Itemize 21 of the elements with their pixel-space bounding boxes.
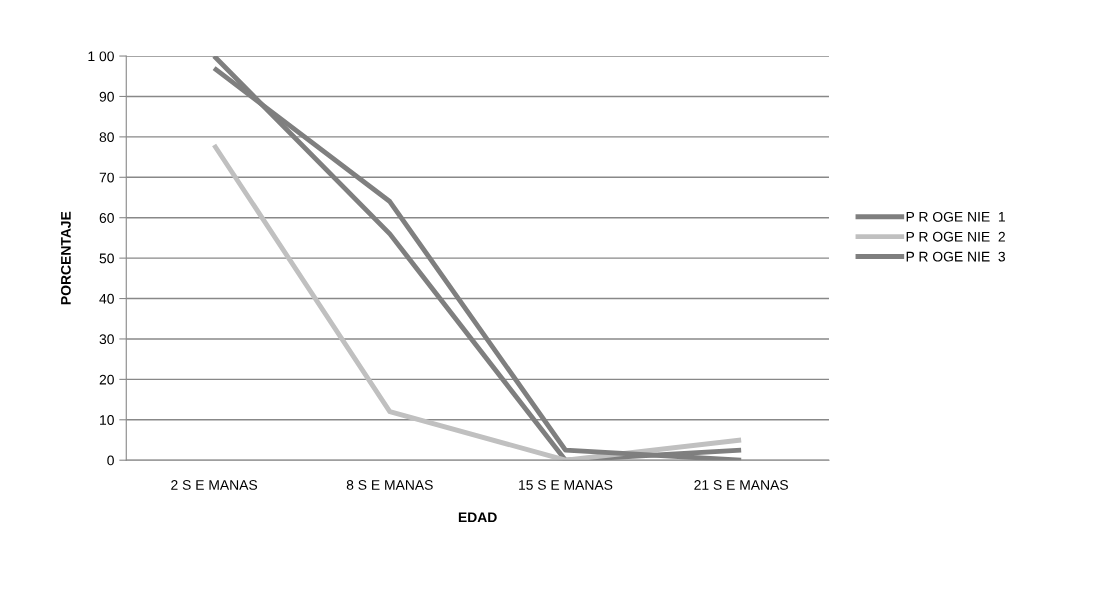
y-tick-label: 20 <box>99 374 114 385</box>
x-axis-title: EDAD <box>458 512 497 523</box>
y-tick-label: 10 <box>100 415 114 425</box>
y-tick-label: 50 <box>99 253 114 264</box>
x-tick-label: 15 S E MANAS <box>519 480 613 490</box>
legend-label: P R OGE NIE 3 <box>906 251 1006 262</box>
legend-label: P R OGE NIE 2 <box>906 231 1005 242</box>
y-axis-title: PORCENTAJE <box>60 211 71 305</box>
line-series <box>211 142 744 461</box>
y-tick-label: 0 <box>107 455 114 466</box>
y-tick-label: 1 00 <box>88 51 114 62</box>
x-tick-label: 8 S E MANAS <box>346 480 433 490</box>
y-tick-label: 70 <box>99 172 114 183</box>
y-tick-label: 40 <box>99 293 114 304</box>
y-tick-label: 30 <box>99 334 114 345</box>
x-tick-label: 21 S E MANAS <box>694 480 788 490</box>
y-tick-label: 60 <box>99 213 114 223</box>
y-tick-label: 80 <box>99 132 114 143</box>
y-tick-label: 90 <box>99 91 114 102</box>
x-tick-label: 2 S E MANAS <box>171 480 258 490</box>
legend-label: P R OGE NIE 1 <box>906 211 1005 222</box>
